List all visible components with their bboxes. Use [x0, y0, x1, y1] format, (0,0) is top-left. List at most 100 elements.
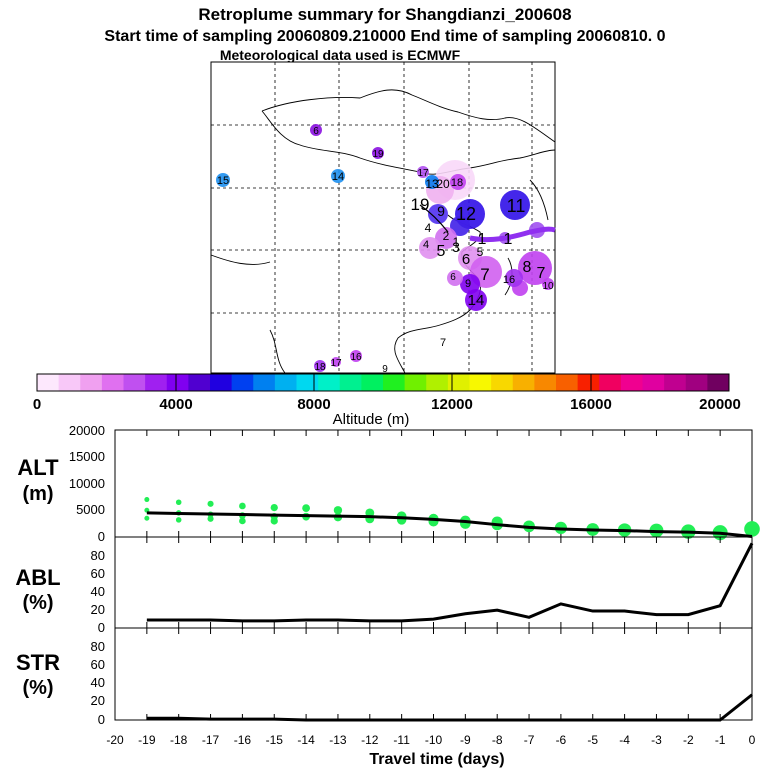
plume-day-label: 18 — [451, 177, 463, 189]
plume-cluster — [435, 227, 457, 249]
alt-label: ALT — [17, 455, 59, 480]
plume-day-label: 15 — [217, 175, 229, 187]
colorbar-cell — [599, 374, 622, 391]
plume-day-label: 8 — [523, 259, 532, 276]
plume-cluster — [465, 289, 487, 311]
str-unit: (%) — [22, 677, 53, 699]
map-frame — [210, 61, 556, 374]
colorbar-cell — [404, 374, 427, 391]
plume-day-label: 6 — [450, 272, 456, 283]
x-tick-label: -20 — [106, 733, 124, 747]
plume-cluster — [331, 357, 341, 367]
plume-cluster — [542, 278, 554, 290]
alt-dot — [144, 497, 150, 503]
colorbar-label: Altitude (m) — [333, 411, 410, 428]
alt-ytick: 5000 — [76, 502, 105, 517]
travel-time-axis: -20 -19 -18 -17 -16 -15 -14 -13 -12 -11 -10 -9 -8 -7-… — [106, 733, 755, 747]
colorbar-cell — [620, 374, 643, 391]
plume-day-label: 16 — [350, 352, 362, 363]
plume-day-label: 9 — [465, 278, 471, 290]
x-tick-label: -1 — [715, 733, 726, 747]
colorbar-cell — [58, 374, 81, 391]
x-tick-label: -18 — [170, 733, 188, 747]
colorbar-cell — [274, 374, 297, 391]
figure-title: Retroplume summary for Shangdianzi_20060… — [198, 5, 571, 24]
plume-cluster — [331, 169, 345, 183]
plume-cluster — [500, 190, 530, 220]
plume-day-label: 7 — [440, 337, 446, 349]
x-tick-label: -14 — [297, 733, 315, 747]
alt-dot — [302, 504, 310, 513]
abl-panel: ABL (%) 80 60 40 20 0 — [15, 536, 754, 635]
x-tick-label: -15 — [266, 733, 284, 747]
abl-line — [146, 542, 754, 623]
str-line — [146, 693, 753, 722]
colorbar-cell — [664, 374, 687, 391]
colorbar-cell — [577, 374, 600, 391]
plume-day-label: 7 — [480, 265, 489, 284]
alt-dot — [270, 503, 278, 512]
alt-unit: (m) — [22, 483, 53, 505]
x-tick-label: -9 — [460, 733, 471, 747]
plume-cluster — [450, 216, 470, 236]
plume-day-label: 9 — [382, 364, 388, 375]
colorbar-cell — [123, 374, 146, 391]
alt-ytick: 0 — [98, 529, 105, 544]
plume-day-label: 11 — [507, 196, 526, 216]
str-frame — [114, 627, 753, 721]
plume-day-label: 14 — [468, 292, 485, 309]
colorbar-cell — [685, 374, 708, 391]
abl-ytick: 80 — [91, 548, 105, 563]
plume-day-label: 5 — [477, 245, 484, 259]
colorbar-cell — [556, 374, 579, 391]
colorbar-cell — [512, 374, 535, 391]
plume-day-label: 4 — [425, 221, 432, 235]
alt-dot-series — [144, 497, 760, 541]
colorbar-cell — [447, 374, 470, 391]
alt-ytick: 10000 — [69, 476, 105, 491]
plume-cluster — [350, 350, 362, 362]
abl-ytick: 40 — [91, 584, 105, 599]
plume-cluster — [518, 251, 552, 285]
x-tick-label: -5 — [587, 733, 598, 747]
colorbar-cell — [383, 374, 406, 391]
alt-dot — [270, 517, 278, 525]
plume-day-label: 19 — [372, 149, 384, 160]
plume-day-label: 9 — [437, 203, 445, 219]
colorbar-tick: 12000 — [431, 396, 473, 413]
colorbar-frame — [36, 373, 730, 392]
x-tick-label: -11 — [393, 733, 410, 747]
plume-cluster — [447, 270, 463, 286]
colorbar-cell — [361, 374, 384, 391]
colorbar-cell — [166, 374, 189, 391]
altitude-colorbar: 0 4000 8000 12000 16000 20000 Altitude (… — [33, 373, 741, 428]
plume-day-label: 6 — [462, 251, 470, 268]
alt-dot — [744, 521, 760, 537]
plume-cluster — [372, 147, 384, 159]
colorbar-tick: 4000 — [159, 396, 192, 413]
plume-day-label: 14 — [332, 171, 344, 183]
colorbar-cell — [491, 374, 514, 391]
colorbar-cell — [469, 374, 492, 391]
sampling-times: Start time of sampling 20060809.210000 E… — [104, 28, 665, 45]
abl-ytick: 0 — [98, 620, 105, 635]
colorbar-cell — [296, 374, 319, 391]
plume-day-label: 1 — [453, 235, 460, 249]
alt-ytick: 15000 — [69, 449, 105, 464]
plume-cluster — [310, 124, 322, 136]
alt-dot — [175, 499, 182, 506]
alt-dot — [144, 515, 150, 521]
x-tick-label: -6 — [556, 733, 567, 747]
plume-clusters — [216, 124, 556, 372]
plume-day-label: 13 — [425, 177, 439, 191]
alt-ytick: 20000 — [69, 423, 105, 438]
plume-day-label: 5 — [437, 243, 446, 260]
str-ytick: 40 — [91, 675, 105, 690]
colorbar-cell — [339, 374, 362, 391]
plume-cluster — [216, 173, 230, 187]
plume-day-label: 2 — [443, 229, 450, 243]
plume-cluster — [314, 360, 326, 372]
str-ytick: 60 — [91, 657, 105, 672]
